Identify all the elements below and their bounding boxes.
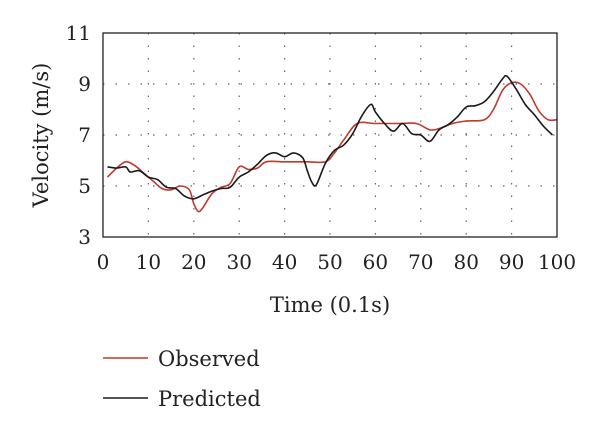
legend-label-predicted: Predicted	[158, 387, 261, 411]
y-tick-label-3: 3	[78, 225, 91, 249]
y-tick-label-9: 9	[78, 72, 91, 96]
x-tick-label-30: 30	[226, 250, 251, 274]
grid-lines	[103, 33, 557, 237]
x-axis-title: Time (0.1s)	[270, 293, 390, 317]
x-tick-label-10: 10	[136, 250, 161, 274]
series-line-observed	[106, 81, 558, 213]
series-line-predicted	[107, 74, 554, 200]
tick-labels: 0 10 20 30 40 50 60 70 80 90 100 3 5 7 9 11	[66, 21, 577, 274]
y-axis-title: Velocity (m/s)	[29, 63, 53, 209]
x-tick-label-90: 90	[499, 250, 524, 274]
y-tick-label-11: 11	[66, 21, 91, 45]
plot-border	[102, 32, 558, 238]
legend: Observed Predicted	[103, 347, 261, 411]
plot-frame	[102, 32, 558, 238]
x-tick-label-70: 70	[408, 250, 433, 274]
x-tick-label-80: 80	[453, 250, 478, 274]
x-tick-label-60: 60	[363, 250, 388, 274]
x-tick-label-50: 50	[317, 250, 342, 274]
series-lines	[106, 74, 558, 213]
x-tick-label-40: 40	[272, 250, 297, 274]
y-tick-label-7: 7	[78, 123, 91, 147]
y-tick-label-5: 5	[78, 174, 91, 198]
x-tick-label-0: 0	[97, 250, 110, 274]
legend-label-observed: Observed	[158, 347, 260, 371]
x-tick-label-100: 100	[538, 250, 576, 274]
x-tick-label-20: 20	[181, 250, 206, 274]
